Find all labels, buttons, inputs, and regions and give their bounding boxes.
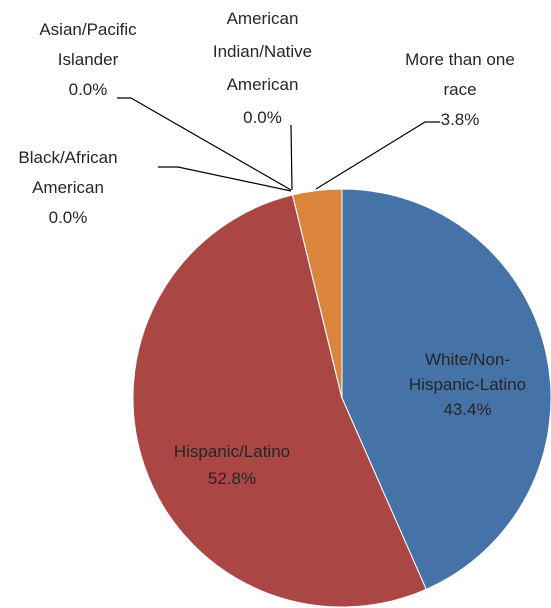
data-label: More than one race 3.8% xyxy=(395,45,525,135)
value-label: 0.0% xyxy=(243,108,282,127)
data-label: Black/African American 0.0% xyxy=(8,143,128,233)
category-label: Hispanic/Latino xyxy=(173,442,291,461)
value-label: 0.0% xyxy=(68,80,108,99)
value-label: 52.8% xyxy=(207,469,257,488)
pie-slice xyxy=(291,188,343,399)
leader-line xyxy=(117,97,292,191)
data-label: Hispanic/Latino 52.8% xyxy=(137,438,327,492)
data-label: Hispanic/Latino 52.8% xyxy=(137,438,327,492)
pie-slice xyxy=(341,188,551,590)
leader-line xyxy=(290,124,293,191)
data-label: American Indian/Native American 0.0% xyxy=(200,2,325,134)
data-label: White/Non-Hispanic-Latino 43.4% xyxy=(395,347,540,422)
value-label: 0.0% xyxy=(48,208,88,227)
category-label: Asian/Pacific Islander xyxy=(39,20,137,69)
value-label: 43.4% xyxy=(443,400,492,419)
category-label: More than one race xyxy=(405,50,515,99)
pie-slice xyxy=(132,194,427,608)
category-label: White/Non-Hispanic-Latino xyxy=(408,350,527,394)
value-label: 3.8% xyxy=(440,110,480,129)
category-label: American Indian/Native American xyxy=(212,9,313,94)
leader-line xyxy=(315,121,440,190)
data-label: Asian/Pacific Islander 0.0% xyxy=(28,15,148,105)
data-label: More than one race 3.8% xyxy=(395,45,525,135)
data-label: Asian/Pacific Islander 0.0% xyxy=(28,15,148,105)
data-label: White/Non-Hispanic-Latino 43.4% xyxy=(395,347,540,422)
category-label: Black/African American xyxy=(18,148,118,197)
data-label: American Indian/Native American 0.0% xyxy=(200,2,325,134)
data-label: Black/African American 0.0% xyxy=(8,143,128,233)
leader-line xyxy=(158,166,292,192)
